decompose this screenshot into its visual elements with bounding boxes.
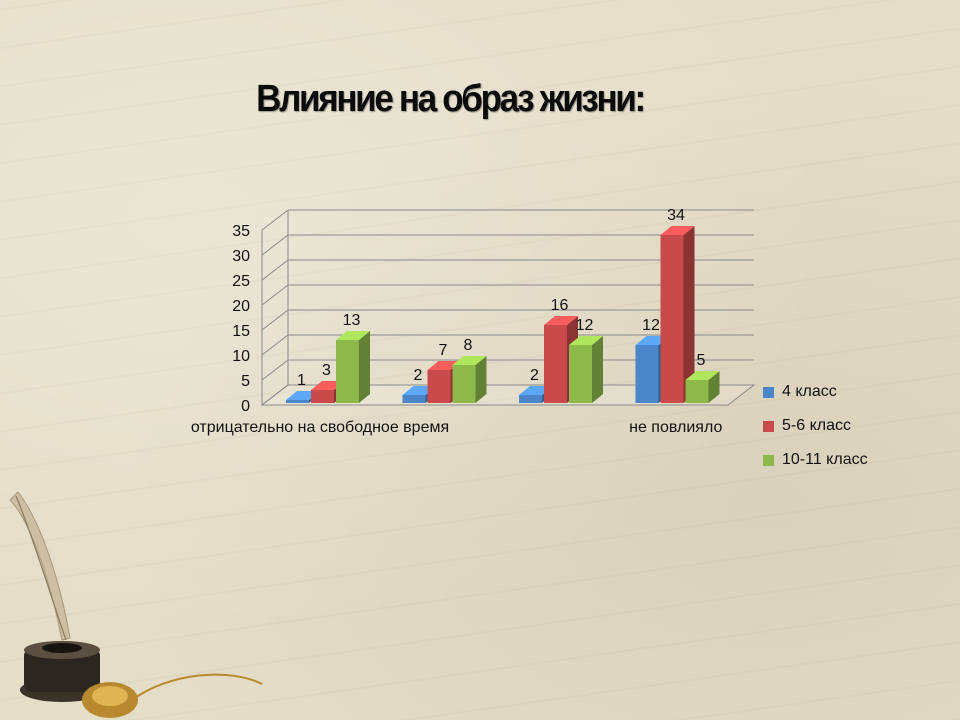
bar [402, 395, 426, 403]
y-tick-label: 15 [232, 323, 250, 340]
legend-swatch-5-6-klass [763, 420, 774, 432]
bar-side [683, 226, 695, 403]
bar [660, 235, 684, 403]
data-label: 16 [551, 297, 569, 314]
bar-top [569, 336, 603, 345]
bar-side [359, 331, 370, 403]
legend-label: 5-6 класс [782, 417, 851, 434]
gridline-side [261, 284, 289, 306]
bar [311, 390, 334, 403]
y-tick-label: 30 [232, 248, 250, 265]
data-label: 2 [414, 367, 423, 384]
y-tick-label: 0 [241, 398, 250, 415]
chart-floor [260, 384, 756, 406]
gridline-side [261, 359, 289, 381]
y-tick-label: 5 [241, 373, 250, 390]
legend-label: 10-11 класс [782, 451, 868, 468]
bar-top [452, 356, 487, 365]
y-tick-label: 20 [232, 298, 250, 315]
bar-top [336, 331, 370, 340]
x-tick-label: не повлияло [629, 419, 722, 436]
x-tick-label: отрицательно на свободное время [191, 419, 449, 436]
gridline-side [261, 309, 289, 331]
data-label: 12 [576, 317, 594, 334]
legend-item: 5-6 класс [763, 409, 868, 443]
bar [519, 395, 542, 403]
gridline-side [261, 259, 289, 281]
data-label: 12 [642, 317, 660, 334]
bar [685, 380, 709, 403]
bar [286, 400, 309, 403]
bar-top [544, 316, 578, 325]
legend-item: 10-11 класс [763, 443, 868, 477]
chart-legend: 4 класс 5-6 класс 10-11 класс [763, 375, 868, 477]
y-tick-label: 25 [232, 273, 250, 290]
data-label: 5 [697, 352, 706, 369]
bar [427, 370, 451, 403]
data-label: 8 [464, 337, 473, 354]
data-label: 7 [439, 342, 448, 359]
bar [569, 345, 592, 403]
gridline-side [261, 334, 289, 356]
data-label: 34 [667, 207, 685, 224]
data-label: 13 [343, 312, 361, 329]
slide-title: Влияние на образ жизни: [256, 78, 646, 120]
data-label: 1 [297, 372, 306, 389]
legend-label: 4 класс [782, 383, 837, 400]
data-label: 2 [530, 367, 539, 384]
bar [336, 340, 359, 403]
bar-side [475, 356, 487, 403]
bar [452, 365, 476, 403]
feather-quill-icon [9, 491, 71, 641]
bar [635, 345, 659, 403]
y-tick-label: 35 [232, 223, 250, 240]
bar-side [592, 336, 603, 403]
bar-top [660, 226, 695, 235]
legend-item: 4 класс [763, 375, 868, 409]
bar-side [708, 371, 720, 403]
brass-lid-icon [82, 673, 263, 718]
gridline-side [261, 234, 289, 256]
legend-swatch-10-11-klass [763, 454, 774, 466]
legend-swatch-4-klass [763, 386, 774, 398]
gridline-side [261, 209, 289, 231]
bar-top [685, 371, 720, 380]
data-label: 3 [322, 362, 331, 379]
y-tick-label: 10 [232, 348, 250, 365]
bar [544, 325, 567, 403]
